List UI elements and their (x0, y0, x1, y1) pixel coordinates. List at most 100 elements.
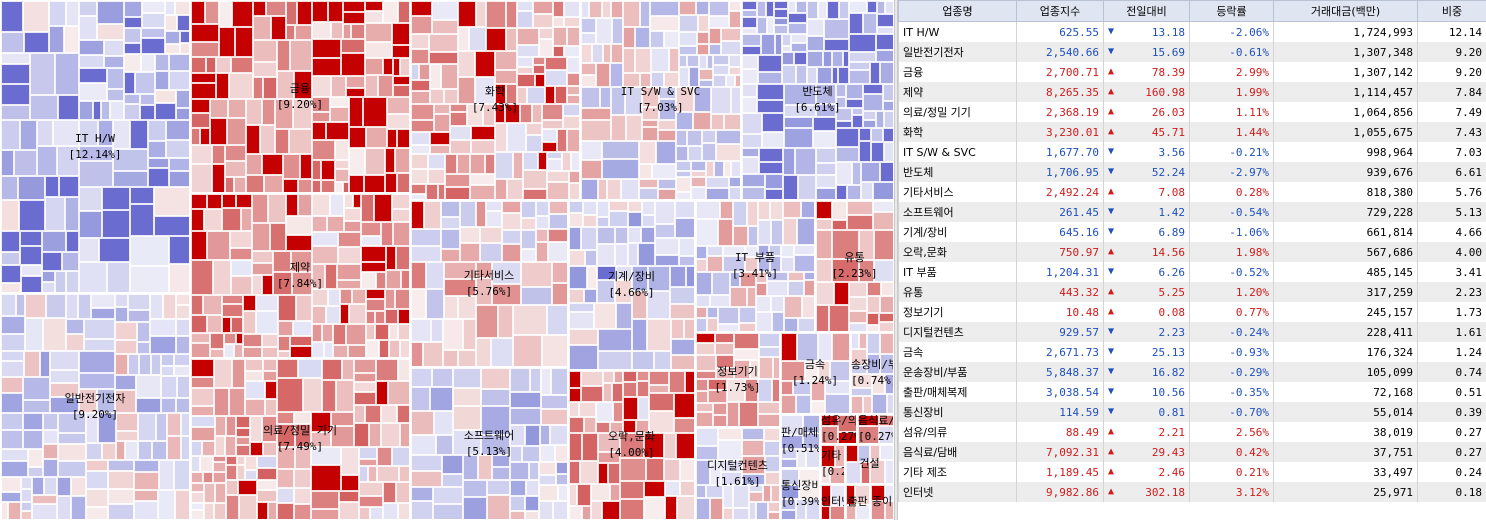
treemap-stock-tile[interactable] (115, 322, 137, 340)
treemap-stock-tile[interactable] (293, 99, 312, 129)
treemap-stock-tile[interactable] (525, 511, 539, 519)
treemap-stock-tile[interactable] (581, 108, 611, 120)
treemap-stock-tile[interactable] (231, 276, 252, 295)
treemap-stock-tile[interactable] (696, 403, 713, 412)
treemap-stock-tile[interactable] (625, 87, 642, 115)
treemap-stock-tile[interactable] (616, 303, 632, 329)
treemap-stock-tile[interactable] (263, 442, 277, 456)
treemap-stock-tile[interactable] (1, 283, 21, 292)
treemap-stock-tile[interactable] (128, 310, 150, 322)
treemap-stock-tile[interactable] (222, 304, 243, 317)
treemap-stock-tile[interactable] (481, 435, 510, 455)
treemap-stock-tile[interactable] (430, 387, 453, 411)
treemap-stock-tile[interactable] (43, 444, 58, 459)
treemap-stock-tile[interactable] (213, 456, 226, 462)
treemap-stock-tile[interactable] (765, 456, 779, 472)
treemap-stock-tile[interactable] (569, 303, 594, 312)
treemap-stock-tile[interactable] (757, 17, 767, 34)
treemap-stock-tile[interactable] (502, 244, 521, 262)
treemap-stock-tile[interactable] (1, 361, 24, 377)
treemap-stock-tile[interactable] (450, 104, 467, 112)
treemap-stock-tile[interactable] (134, 501, 158, 519)
treemap-stock-tile[interactable] (311, 465, 341, 491)
treemap-stock-tile[interactable] (849, 323, 867, 331)
treemap-stock-tile[interactable] (553, 46, 564, 57)
treemap-stock-tile[interactable] (411, 487, 433, 501)
treemap-stock-tile[interactable] (879, 322, 893, 331)
treemap-stock-tile[interactable] (542, 335, 567, 366)
treemap-stock-tile[interactable] (50, 383, 79, 397)
treemap-sector-elec[interactable]: 일반전기전자 [9.20%] (0, 293, 190, 520)
treemap-stock-tile[interactable] (463, 455, 478, 480)
treemap-stock-tile[interactable] (818, 333, 832, 361)
treemap-stock-tile[interactable] (887, 394, 893, 413)
treemap-stock-tile[interactable] (71, 496, 86, 519)
treemap-stock-tile[interactable] (745, 379, 758, 402)
treemap-stock-tile[interactable] (441, 229, 460, 249)
treemap-stock-tile[interactable] (79, 373, 115, 389)
treemap-stock-tile[interactable] (232, 359, 245, 388)
treemap-stock-tile[interactable] (749, 502, 756, 519)
treemap-stock-tile[interactable] (364, 175, 385, 192)
treemap-stock-tile[interactable] (481, 368, 510, 389)
treemap-stock-tile[interactable] (772, 312, 784, 331)
treemap-stock-tile[interactable] (641, 227, 655, 243)
treemap-stock-tile[interactable] (756, 312, 772, 331)
treemap-stock-tile[interactable] (411, 80, 430, 91)
treemap-stock-tile[interactable] (495, 51, 517, 70)
treemap-stock-tile[interactable] (312, 180, 321, 192)
treemap-stock-tile[interactable] (784, 117, 813, 128)
treemap-stock-tile[interactable] (445, 187, 470, 199)
treemap-stock-tile[interactable] (816, 201, 832, 219)
column-header-volume[interactable]: 거래대금(백만) (1273, 0, 1418, 22)
treemap-stock-tile[interactable] (851, 365, 867, 374)
treemap-stock-tile[interactable] (858, 415, 879, 426)
treemap-stock-tile[interactable] (883, 84, 893, 101)
treemap-stock-tile[interactable] (696, 295, 710, 307)
treemap-stock-tile[interactable] (770, 201, 783, 220)
treemap-stock-tile[interactable] (716, 130, 740, 144)
treemap-stock-tile[interactable] (766, 1, 774, 17)
treemap-stock-tile[interactable] (169, 236, 189, 264)
treemap-stock-tile[interactable] (354, 373, 376, 382)
treemap-stock-tile[interactable] (533, 57, 545, 65)
treemap-stock-tile[interactable] (411, 501, 433, 519)
treemap-stock-tile[interactable] (877, 14, 893, 27)
treemap-stock-tile[interactable] (707, 307, 718, 318)
treemap-stock-tile[interactable] (816, 219, 832, 230)
treemap-stock-tile[interactable] (266, 1, 286, 16)
treemap-stock-tile[interactable] (257, 502, 268, 519)
treemap-stock-tile[interactable] (411, 455, 442, 471)
treemap-stock-tile[interactable] (803, 433, 819, 449)
treemap-stock-tile[interactable] (341, 475, 359, 491)
treemap-stock-tile[interactable] (642, 127, 658, 141)
treemap-stock-tile[interactable] (510, 511, 525, 519)
treemap-stock-tile[interactable] (706, 177, 729, 188)
treemap-stock-tile[interactable] (859, 333, 867, 349)
treemap-stock-tile[interactable] (569, 266, 587, 289)
treemap-stock-tile[interactable] (86, 443, 102, 460)
treemap-stock-tile[interactable] (791, 34, 807, 43)
treemap-stock-tile[interactable] (226, 480, 238, 495)
treemap-stock-tile[interactable] (400, 423, 409, 447)
treemap-stock-tile[interactable] (764, 428, 779, 441)
treemap-stock-tile[interactable] (628, 227, 641, 243)
treemap-stock-tile[interactable] (359, 482, 383, 496)
treemap-stock-tile[interactable] (264, 175, 283, 192)
treemap-stock-tile[interactable] (861, 182, 873, 199)
treemap-stock-tile[interactable] (42, 282, 55, 292)
treemap-stock-tile[interactable] (569, 213, 583, 227)
treemap-stock-tile[interactable] (880, 333, 893, 354)
treemap-stock-tile[interactable] (411, 154, 428, 169)
treemap-stock-tile[interactable] (517, 28, 539, 45)
treemap-stock-tile[interactable] (177, 15, 189, 31)
treemap-stock-tile[interactable] (649, 371, 669, 385)
treemap-stock-tile[interactable] (671, 339, 694, 355)
treemap-stock-tile[interactable] (655, 201, 675, 224)
treemap-stock-tile[interactable] (469, 27, 486, 51)
treemap-stock-tile[interactable] (387, 97, 409, 114)
treemap-stock-tile[interactable] (706, 188, 729, 199)
treemap-stock-tile[interactable] (433, 504, 463, 519)
treemap-stock-tile[interactable] (361, 194, 374, 222)
treemap-stock-tile[interactable] (652, 164, 676, 179)
